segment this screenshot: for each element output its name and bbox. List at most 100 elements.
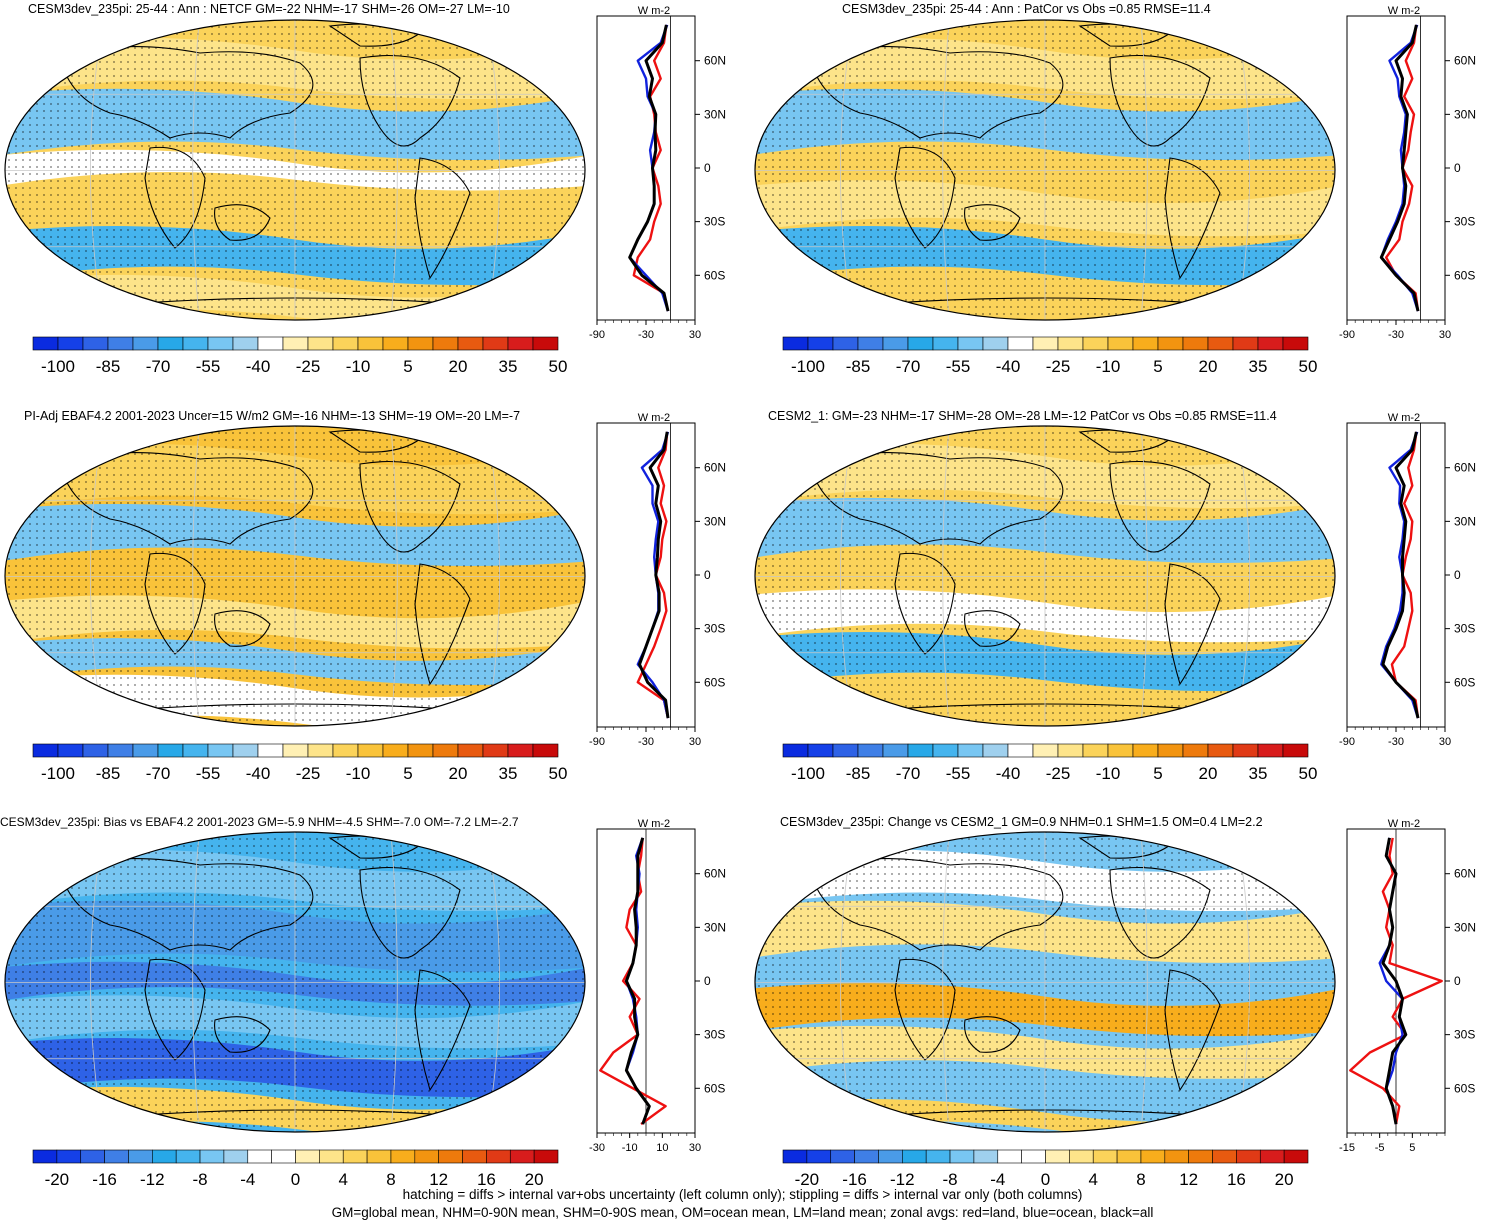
colorbar-tick-label: -100 xyxy=(41,764,75,783)
colorbar-tick-label: 20 xyxy=(1199,357,1218,376)
colorbar-swatch xyxy=(830,1149,855,1164)
colorbar-swatch xyxy=(357,743,384,758)
longitude-gridline xyxy=(390,832,398,1132)
colorbar-tick-label: -10 xyxy=(346,357,371,376)
colorbar-tick-label: -12 xyxy=(890,1170,915,1189)
colorbar-swatch xyxy=(247,1149,272,1164)
colorbar-swatch xyxy=(857,743,884,758)
x-tick-label: 30 xyxy=(1439,329,1451,341)
colorbar-swatch xyxy=(282,743,309,758)
colorbar-tick-label: -40 xyxy=(246,764,271,783)
colorbar-swatch xyxy=(132,336,159,351)
panel-4-zonal-chart: W m-2 -30 -10 10 30 60N 30N 0 30S 60S xyxy=(589,818,726,1154)
colorbar-swatch xyxy=(132,743,159,758)
colorbar-swatch xyxy=(307,336,334,351)
lat-tick-label: 30N xyxy=(1454,107,1476,121)
colorbar-swatch xyxy=(107,743,134,758)
colorbar-swatch xyxy=(128,1149,153,1164)
zonal-unit-label: W m-2 xyxy=(1388,5,1420,17)
lat-tick-label: 30N xyxy=(1454,514,1476,528)
panel-3-zonal-chart: W m-2 -90 -30 30 60N 30N 0 30S 60S xyxy=(1339,412,1476,748)
colorbar-swatch xyxy=(82,743,109,758)
colorbar-tick-label: 16 xyxy=(1227,1170,1246,1189)
colorbar-tick-label: 8 xyxy=(386,1170,395,1189)
colorbar-swatch xyxy=(104,1149,129,1164)
colorbar-tick-label: 5 xyxy=(403,764,412,783)
x-tick-label: -90 xyxy=(1339,736,1355,748)
x-tick-label: -30 xyxy=(638,329,654,341)
x-tick-label: 30 xyxy=(1439,736,1451,748)
colorbar-tick-label: -70 xyxy=(896,764,921,783)
zonal-series-all xyxy=(1379,24,1420,312)
colorbar-tick-label: -10 xyxy=(1096,357,1121,376)
colorbar-swatch xyxy=(1021,1149,1046,1164)
footer-line-1: hatching = diffs > internal var+obs unce… xyxy=(402,1187,1083,1202)
x-tick-label: 30 xyxy=(689,736,701,748)
lat-tick-label: 0 xyxy=(704,568,711,582)
longitude-gridline xyxy=(942,20,950,320)
colorbar-swatch xyxy=(957,743,984,758)
colorbar-swatch xyxy=(1182,336,1209,351)
zonal-unit-label: W m-2 xyxy=(1388,818,1420,830)
colorbar-swatch xyxy=(1283,1149,1309,1164)
colorbar-swatch xyxy=(1282,336,1309,351)
zonal-unit-label: W m-2 xyxy=(638,412,670,424)
colorbar-swatch xyxy=(223,1149,249,1164)
lat-tick-label: 60N xyxy=(704,54,726,68)
panel-2-colorbar: -100 -85 -70 -55 -40 -25 -10 5 20 35 50 xyxy=(32,743,567,783)
colorbar-swatch xyxy=(432,336,459,351)
colorbar-tick-label: -85 xyxy=(846,357,871,376)
colorbar-swatch xyxy=(1082,336,1109,351)
colorbar-tick-label: 20 xyxy=(1275,1170,1294,1189)
colorbar-swatch xyxy=(182,336,209,351)
longitude-gridline xyxy=(1140,832,1148,1132)
colorbar-swatch xyxy=(878,1149,903,1164)
colorbar-swatch xyxy=(390,1149,416,1164)
colorbar-swatch xyxy=(907,336,934,351)
zonal-series-all xyxy=(638,431,670,719)
x-tick-label: -30 xyxy=(638,736,654,748)
panel-2-title: PI-Adj EBAF4.2 2001-2023 Uncer=15 W/m2 G… xyxy=(24,409,521,423)
lat-tick-label: 30S xyxy=(1454,215,1475,229)
zonal-series-all xyxy=(628,24,670,312)
colorbar-tick-label: 35 xyxy=(499,357,518,376)
colorbar-swatch xyxy=(32,1149,58,1164)
zonal-series-ocean xyxy=(1378,837,1404,1125)
colorbar-swatch xyxy=(207,743,234,758)
lat-tick-label: 30S xyxy=(704,215,725,229)
colorbar-swatch xyxy=(486,1149,511,1164)
colorbar-tick-label: -70 xyxy=(146,764,171,783)
colorbar-swatch xyxy=(1045,1149,1070,1164)
zonal-series-land xyxy=(599,837,667,1126)
panel-0-title: CESM3dev_235pi: 25-44 : Ann : NETCF GM=-… xyxy=(28,2,510,16)
colorbar-tick-label: -10 xyxy=(1096,764,1121,783)
longitude-gridline xyxy=(192,426,200,726)
colorbar-tick-label: -25 xyxy=(296,357,321,376)
colorbar-swatch xyxy=(57,743,84,758)
colorbar-tick-label: 20 xyxy=(1199,764,1218,783)
x-tick-label: 30 xyxy=(689,329,701,341)
colorbar-swatch xyxy=(462,1149,487,1164)
colorbar-swatch xyxy=(907,743,934,758)
x-tick-label: 30 xyxy=(689,1142,701,1154)
colorbar-swatch xyxy=(407,336,434,351)
colorbar-swatch xyxy=(1157,336,1184,351)
colorbar-swatch xyxy=(357,336,384,351)
lat-tick-label: 30S xyxy=(1454,622,1475,636)
lat-tick-label: 60S xyxy=(1454,1081,1475,1095)
colorbar-swatch xyxy=(457,336,484,351)
zonal-series-all xyxy=(1381,837,1408,1125)
lat-tick-label: 60S xyxy=(704,675,725,689)
colorbar-swatch xyxy=(407,743,434,758)
colorbar-tick-label: -20 xyxy=(795,1170,820,1189)
panel-5-colorbar: -20 -16 -12 -8 -4 0 4 8 12 16 20 xyxy=(782,1149,1309,1189)
colorbar-swatch xyxy=(271,1149,296,1164)
colorbar-swatch xyxy=(854,1149,879,1164)
colorbar-tick-label: 50 xyxy=(549,357,568,376)
colorbar-swatch xyxy=(1212,1149,1237,1164)
colorbar-swatch xyxy=(295,1149,320,1164)
colorbar-tick-label: -85 xyxy=(846,764,871,783)
colorbar-swatch xyxy=(1107,743,1134,758)
longitude-gridline xyxy=(1140,426,1148,726)
lat-tick-label: 30S xyxy=(704,622,725,636)
